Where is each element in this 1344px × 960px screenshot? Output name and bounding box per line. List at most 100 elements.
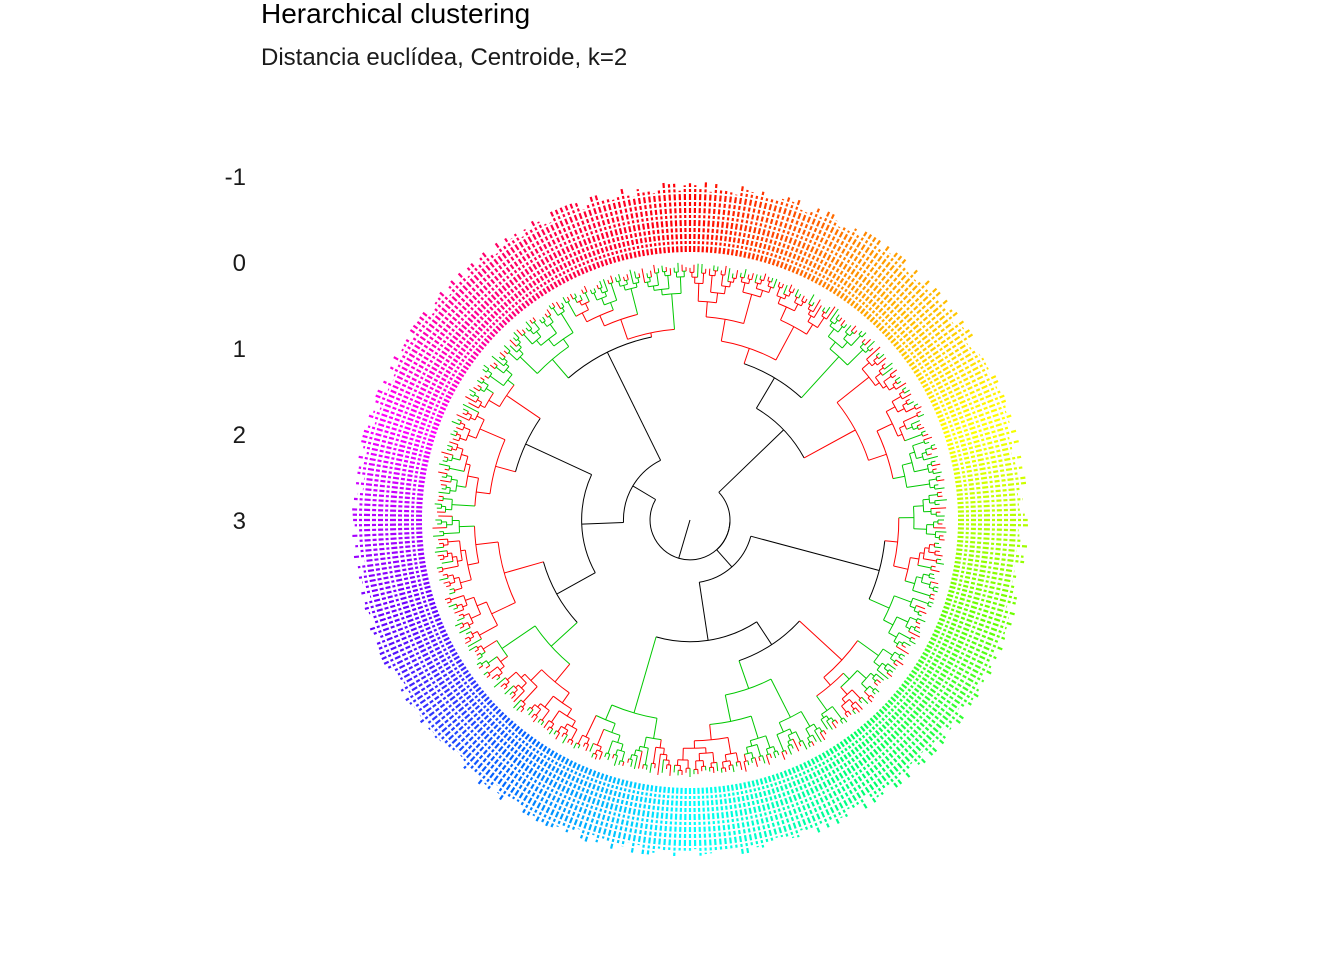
leaf-label [735, 189, 749, 257]
dendrogram-arc [635, 276, 640, 279]
dendrogram-branch [485, 387, 494, 394]
dendrogram-arc [912, 445, 917, 459]
dendrogram-branch [787, 741, 791, 746]
dendrogram-arc [643, 764, 648, 766]
leaf-branch [483, 671, 488, 676]
leaf-branch [784, 750, 788, 755]
leaf-branch [889, 369, 898, 376]
leaf-branch [441, 451, 454, 456]
dendrogram-branch [821, 311, 825, 317]
leaf-branch [446, 448, 452, 452]
leaf-label [550, 763, 581, 828]
leaf-branch [872, 690, 876, 695]
leaf-branch [454, 622, 463, 627]
leaf-branch [887, 663, 896, 670]
dendrogram-branch [712, 752, 715, 763]
leaf-label [887, 290, 943, 341]
leaf-label [616, 196, 633, 259]
leaf-label [955, 476, 1026, 488]
dendrogram-arc [934, 550, 936, 555]
dendrogram-branch [857, 640, 879, 657]
dendrogram-branch [913, 505, 924, 507]
leaf-label [881, 705, 934, 756]
dendrogram-arc [935, 559, 938, 564]
dendrogram-branch [659, 739, 662, 748]
dendrogram-arc [480, 645, 486, 653]
leaf-label [403, 651, 458, 685]
dendrogram-branch [773, 746, 776, 752]
leaf-label [621, 782, 637, 847]
leaf-label [839, 741, 880, 798]
dendrogram-arc [875, 377, 884, 389]
leaf-branch [763, 273, 767, 281]
leaf-label [890, 299, 941, 344]
dendrogram-branch [550, 710, 560, 723]
leaf-label [956, 548, 1024, 558]
leaf-label [487, 733, 530, 790]
dendrogram-branch [729, 281, 732, 287]
leaf-label [903, 321, 954, 360]
leaf-branch [878, 353, 885, 360]
leaf-label [799, 763, 830, 828]
dendrogram-branch [644, 748, 649, 765]
leaf-branch [820, 719, 828, 730]
leaf-label [810, 226, 841, 282]
leaf-label [775, 773, 800, 838]
dendrogram-arc [756, 407, 805, 459]
dendrogram-branch [821, 714, 825, 718]
dendrogram-branch [883, 667, 889, 672]
leaf-label [926, 362, 987, 396]
dendrogram-arc [483, 384, 489, 392]
dendrogram-arc [743, 363, 802, 399]
dendrogram-arc [639, 745, 649, 749]
leaf-branch [819, 732, 826, 741]
dendrogram-branch [903, 414, 918, 423]
dendrogram-arc [805, 723, 815, 730]
dendrogram-branch [443, 532, 460, 535]
dendrogram-branch [456, 485, 466, 488]
leaf-branch [483, 364, 490, 370]
dendrogram-branch [892, 475, 905, 480]
dendrogram-branch [470, 417, 476, 421]
leaf-label [620, 186, 637, 258]
dendrogram-arc [699, 536, 752, 583]
dendrogram-arc [725, 678, 772, 696]
leaf-branch [932, 590, 938, 593]
dendrogram-branch [564, 723, 568, 729]
leaf-label [926, 644, 985, 677]
leaf-branch [923, 455, 938, 461]
dendrogram-arc [821, 706, 833, 715]
leaf-label [496, 736, 534, 787]
dendrogram-branch [805, 728, 811, 737]
leaf-label [416, 321, 474, 364]
leaf-branch [673, 765, 676, 773]
leaf-label [646, 785, 658, 855]
leaf-branch [610, 275, 614, 283]
leaf-branch [555, 732, 561, 740]
leaf-label [951, 446, 1013, 463]
dendrogram-arc [655, 621, 757, 643]
leaf-label [832, 232, 873, 295]
leaf-branch [525, 321, 533, 330]
dendrogram-arc [447, 539, 449, 545]
leaf-label [779, 209, 803, 269]
leaf-branch [562, 734, 568, 744]
leaf-branch [622, 761, 625, 767]
dendrogram-arc [651, 762, 656, 765]
leaf-label [829, 747, 868, 809]
leaf-branch [844, 713, 849, 718]
leaf-branch [467, 638, 482, 648]
dendrogram-branch [459, 437, 467, 441]
leaf-label [906, 319, 966, 364]
dendrogram-branch [462, 604, 468, 608]
leaf-label [678, 787, 683, 851]
dendrogram-branch [505, 681, 510, 686]
leaf-branch [438, 491, 450, 494]
leaf-branch [548, 728, 554, 735]
dendrogram-branch [724, 754, 727, 762]
dendrogram-branch [921, 451, 927, 455]
leaf-branch [449, 588, 455, 591]
leaf-label [409, 666, 467, 705]
leaf-branch [546, 309, 552, 316]
leaf-label [397, 644, 454, 676]
